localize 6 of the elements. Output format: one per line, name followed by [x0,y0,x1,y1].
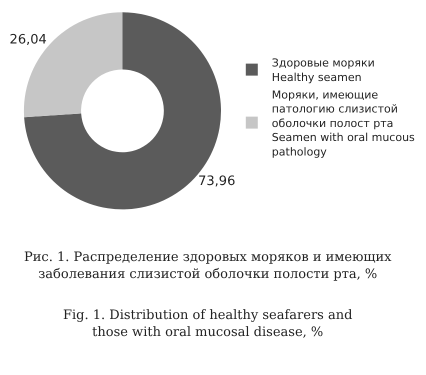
legend-label: Моряки, имеющие патологию слизистой оболочки полост рта Seamen with oral mucous pathology [272,88,416,159]
text: Рис. 1. Распределение здоровых моряков и имеющих заболевания слизистой оболочки полости рта, % [24,250,392,282]
caption: Fig. 1. Distribution of healthy seafarers and those with oral mucosal disease, % [63,308,352,340]
legend-label: Здоровые моряки Healthy seamen [272,56,375,84]
data-label: 26,04 [10,32,47,48]
data-label: 73,96 [198,174,236,190]
